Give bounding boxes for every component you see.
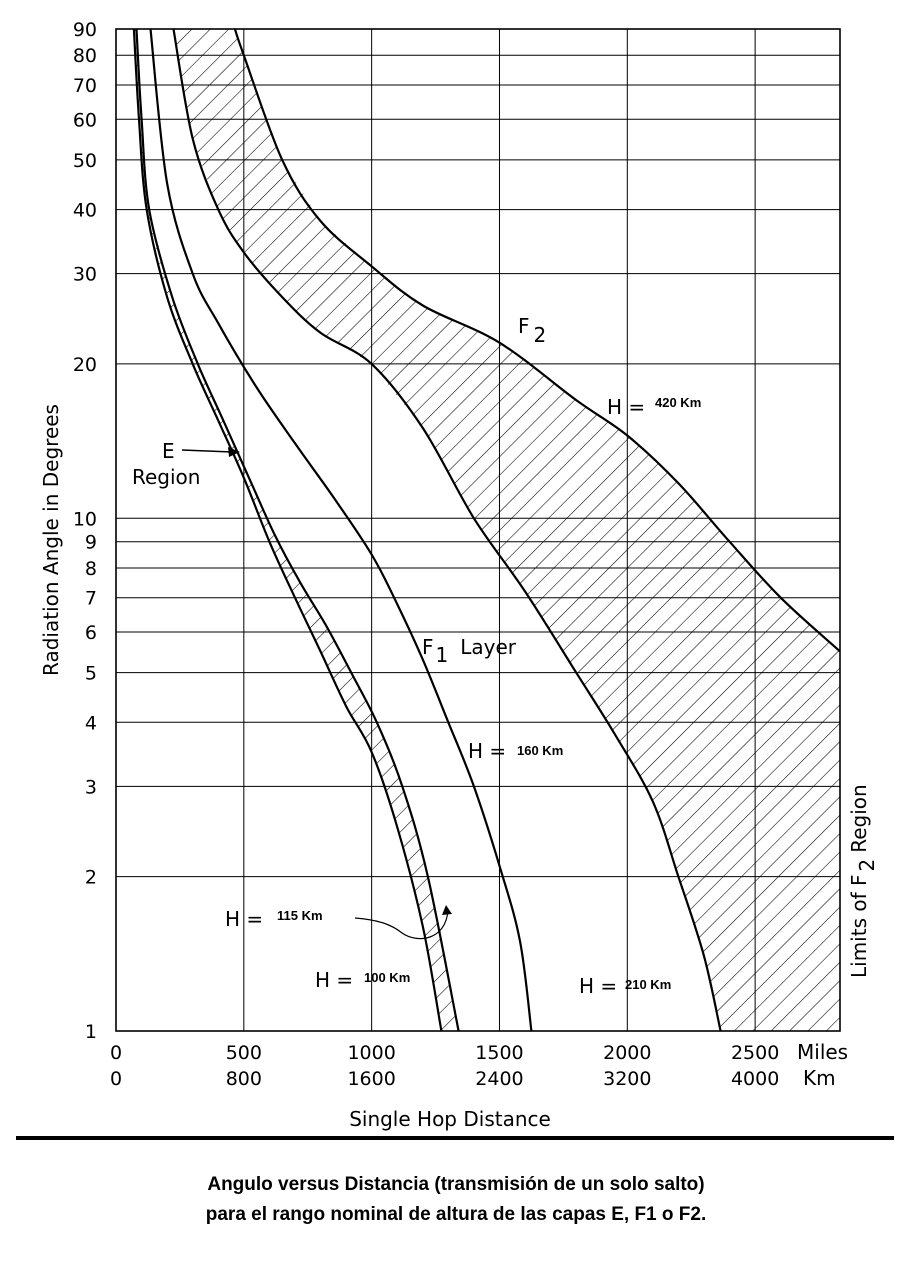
svg-text:100 Km: 100 Km	[364, 970, 410, 985]
e-region-arrow	[181, 447, 240, 457]
curve-100-km	[132, 29, 443, 1031]
y-tick-label: 90	[73, 19, 97, 41]
svg-text:160 Km: 160 Km	[517, 743, 563, 758]
y-tick-label: 8	[85, 558, 97, 580]
x-tick-label-miles: 2000	[603, 1042, 651, 1064]
x-tick-label-miles: 0	[110, 1042, 122, 1064]
x-tick-label-km: 1600	[347, 1068, 395, 1090]
svg-text:H =: H =	[579, 974, 617, 998]
plot-frame	[115, 28, 841, 1032]
radiation-angle-chart: 1 2 3 4 5 6 7 8 910 20 30 40 50 60 70 80 90 0 0 500 800 1000…	[39, 19, 879, 1131]
y-tick-label: 3	[85, 776, 97, 798]
y-tick-labels: 1 2 3 4 5 6 7 8 910 20 30 40 50 60 70 80 90	[73, 19, 97, 1043]
x-axis-title: Single Hop Distance	[349, 1107, 551, 1131]
f1-layer-label: F 1 Layer	[422, 635, 517, 667]
svg-text:H =: H =	[468, 739, 506, 763]
curve-420-km	[233, 29, 840, 653]
y-tick-label: 5	[85, 663, 97, 685]
svg-text:420 Km: 420 Km	[655, 395, 701, 410]
svg-text:210 Km: 210 Km	[625, 977, 671, 992]
caption-line-2: para el rango nominal de altura de las c…	[205, 1204, 707, 1225]
figure-caption: Angulo versus Distancia (transmisión de …	[0, 1170, 912, 1230]
svg-text:115 Km: 115 Km	[277, 908, 323, 923]
x-unit-km: Km	[803, 1066, 836, 1090]
y-tick-label: 9	[85, 532, 97, 554]
y-tick-label: 60	[73, 109, 97, 131]
svg-text:H =: H =	[607, 395, 645, 419]
h-label-100: H = 100 Km	[315, 968, 410, 992]
h-label-420: H = 420 Km	[607, 395, 701, 419]
x-tick-label-miles: 1500	[475, 1042, 523, 1064]
y-tick-label: 20	[73, 354, 97, 376]
caption-line-1: Angulo versus Distancia (transmisión de …	[207, 1174, 705, 1195]
e-region-label-region: Region	[132, 465, 200, 489]
curve-115-km	[135, 29, 460, 1031]
h115-leader-arrow	[354, 905, 452, 940]
hatched-regions	[133, 29, 840, 1031]
svg-text:H =: H =	[225, 907, 263, 931]
svg-text:H =: H =	[315, 968, 353, 992]
h-label-160: H = 160 Km	[468, 739, 563, 763]
y-tick-label: 4	[85, 712, 97, 734]
y-tick-label: 70	[73, 75, 97, 97]
x-tick-label-km: 800	[226, 1068, 262, 1090]
h-label-210: H = 210 Km	[579, 974, 671, 998]
e-region-label-e: E	[162, 439, 175, 463]
y-tick-label: 80	[73, 45, 97, 67]
divider-rule	[16, 1136, 894, 1140]
x-tick-label-miles: 2500	[731, 1042, 779, 1064]
y-axis-title: Radiation Angle in Degrees	[39, 404, 63, 676]
y-tick-label: 1	[85, 1021, 97, 1043]
h-label-115: H = 115 Km	[225, 907, 323, 931]
x-unit-miles: Miles	[797, 1040, 848, 1064]
x-tick-labels: 0 0 500 800 1000 1600 1500 2400 2000 3200 2500 4000	[110, 1042, 779, 1090]
y-tick-label: 40	[73, 200, 97, 222]
f2-region-hatch	[173, 29, 840, 1031]
x-tick-label-km: 0	[110, 1068, 122, 1090]
x-tick-label-km: 4000	[731, 1068, 779, 1090]
curve-210-km	[172, 29, 722, 1031]
x-tick-label-km: 3200	[603, 1068, 651, 1090]
x-tick-label-miles: 500	[226, 1042, 262, 1064]
y-tick-label: 2	[85, 867, 97, 889]
y-tick-label: 50	[73, 150, 97, 172]
y-tick-label: 6	[85, 622, 97, 644]
e-region-hatch	[133, 29, 459, 1031]
y-tick-label: 7	[85, 588, 97, 610]
y-tick-label: 30	[73, 264, 97, 286]
x-tick-label-km: 2400	[475, 1068, 523, 1090]
y-tick-label: 10	[73, 508, 97, 530]
curves	[132, 29, 840, 1031]
curve-160-km	[149, 29, 533, 1031]
limits-f2-label: Limits of F2Region	[847, 784, 879, 978]
x-tick-label-miles: 1000	[347, 1042, 395, 1064]
